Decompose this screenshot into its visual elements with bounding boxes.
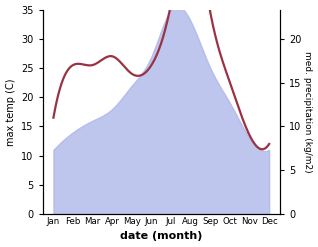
Y-axis label: med. precipitation (kg/m2): med. precipitation (kg/m2) xyxy=(303,51,313,173)
X-axis label: date (month): date (month) xyxy=(120,231,203,242)
Y-axis label: max temp (C): max temp (C) xyxy=(5,78,16,145)
